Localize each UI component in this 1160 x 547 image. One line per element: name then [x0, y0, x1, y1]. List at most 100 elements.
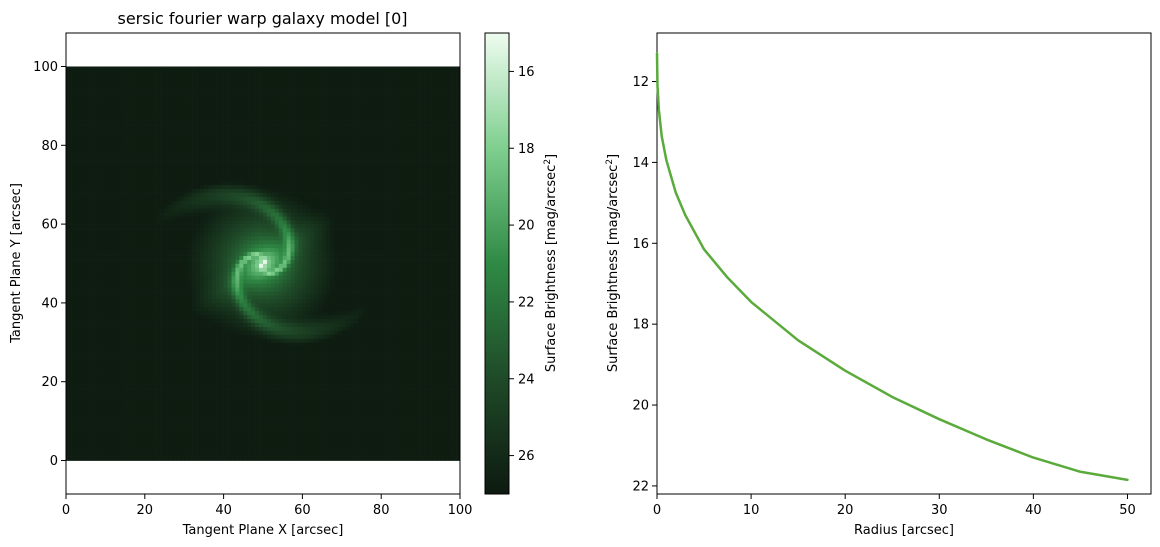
heatmap-cell [342, 287, 346, 291]
heatmap-cell [153, 311, 157, 315]
heatmap-cell [145, 397, 149, 401]
heatmap-cell [70, 346, 74, 350]
heatmap-cell [188, 421, 192, 425]
heatmap-cell [109, 358, 113, 362]
heatmap-cell [231, 350, 235, 354]
heatmap-cell [287, 457, 291, 461]
heatmap-cell [247, 271, 251, 275]
heatmap-cell [235, 437, 239, 441]
heatmap-cell [306, 437, 310, 441]
heatmap-cell [200, 390, 204, 394]
heatmap-cell [184, 409, 188, 413]
heatmap-cell [188, 346, 192, 350]
heatmap-cell [421, 425, 425, 429]
heatmap-cell [362, 429, 366, 433]
heatmap-cell [192, 417, 196, 421]
heatmap-cell [377, 315, 381, 319]
heatmap-cell [216, 409, 220, 413]
heatmap-cell [180, 382, 184, 386]
heatmap-cell [389, 386, 393, 390]
heatmap-cell [298, 319, 302, 323]
heatmap-cell [105, 275, 109, 279]
heatmap-cell [271, 366, 275, 370]
heatmap-cell [165, 362, 169, 366]
heatmap-cell [125, 401, 129, 405]
heatmap-cell [137, 441, 141, 445]
heatmap-cell [393, 267, 397, 271]
heatmap-cell [121, 457, 125, 461]
heatmap-cell [165, 287, 169, 291]
heatmap-cell [259, 362, 263, 366]
heatmap-cell [338, 457, 342, 461]
heatmap-cell [326, 394, 330, 398]
heatmap-cell [263, 429, 267, 433]
heatmap-cell [373, 279, 377, 283]
heatmap-cell [243, 319, 247, 323]
heatmap-cell [153, 350, 157, 354]
heatmap-cell [432, 271, 436, 275]
heatmap-cell [440, 311, 444, 315]
heatmap-cell [314, 425, 318, 429]
heatmap-cell [354, 386, 358, 390]
heatmap-cell [157, 449, 161, 453]
heatmap-cell [440, 303, 444, 307]
heatmap-cell [452, 267, 456, 271]
heatmap-cell [365, 299, 369, 303]
heatmap-cell [259, 323, 263, 327]
heatmap-cell [204, 445, 208, 449]
heatmap-cell [362, 275, 366, 279]
heatmap-cell [306, 453, 310, 457]
heatmap-cell [444, 382, 448, 386]
heatmap-cell [432, 390, 436, 394]
heatmap-cell [70, 338, 74, 342]
heatmap-cell [295, 307, 299, 311]
heatmap-cell [259, 417, 263, 421]
heatmap-cell [121, 342, 125, 346]
heatmap-cell [287, 453, 291, 457]
heatmap-cell [113, 275, 117, 279]
heatmap-cell [322, 417, 326, 421]
heatmap-cell [220, 417, 224, 421]
heatmap-cell [279, 409, 283, 413]
heatmap-cell [78, 264, 82, 268]
heatmap-cell [342, 319, 346, 323]
heatmap-cell [168, 295, 172, 299]
heatmap-cell [314, 421, 318, 425]
heatmap-cell [86, 342, 90, 346]
heatmap-cell [161, 311, 165, 315]
heatmap-cell [212, 366, 216, 370]
heatmap-cell [318, 264, 322, 268]
heatmap-cell [365, 397, 369, 401]
heatmap-cell [381, 338, 385, 342]
heatmap-cell [243, 449, 247, 453]
heatmap-cell [192, 413, 196, 417]
heatmap-cell [298, 334, 302, 338]
heatmap-cell [228, 346, 232, 350]
heatmap-cell [362, 264, 366, 268]
heatmap-cell [421, 287, 425, 291]
heatmap-cell [129, 291, 133, 295]
heatmap-cell [326, 264, 330, 268]
heatmap-cell [251, 433, 255, 437]
heatmap-cell [105, 327, 109, 331]
heatmap-cell [224, 362, 228, 366]
heatmap-cell [133, 366, 137, 370]
heatmap-cell [149, 279, 153, 283]
heatmap-cell [251, 382, 255, 386]
heatmap-cell [200, 421, 204, 425]
heatmap-cell [121, 441, 125, 445]
heatmap-cell [346, 433, 350, 437]
heatmap-cell [188, 264, 192, 268]
heatmap-cell [188, 287, 192, 291]
heatmap-cell [180, 370, 184, 374]
heatmap-cell [184, 405, 188, 409]
heatmap-cell [109, 303, 113, 307]
heatmap-cell [322, 287, 326, 291]
heatmap-cell [101, 413, 105, 417]
heatmap-cell [373, 275, 377, 279]
heatmap-cell [397, 342, 401, 346]
heatmap-cell [381, 386, 385, 390]
heatmap-cell [373, 437, 377, 441]
heatmap-cell [224, 264, 228, 268]
heatmap-cell [310, 425, 314, 429]
